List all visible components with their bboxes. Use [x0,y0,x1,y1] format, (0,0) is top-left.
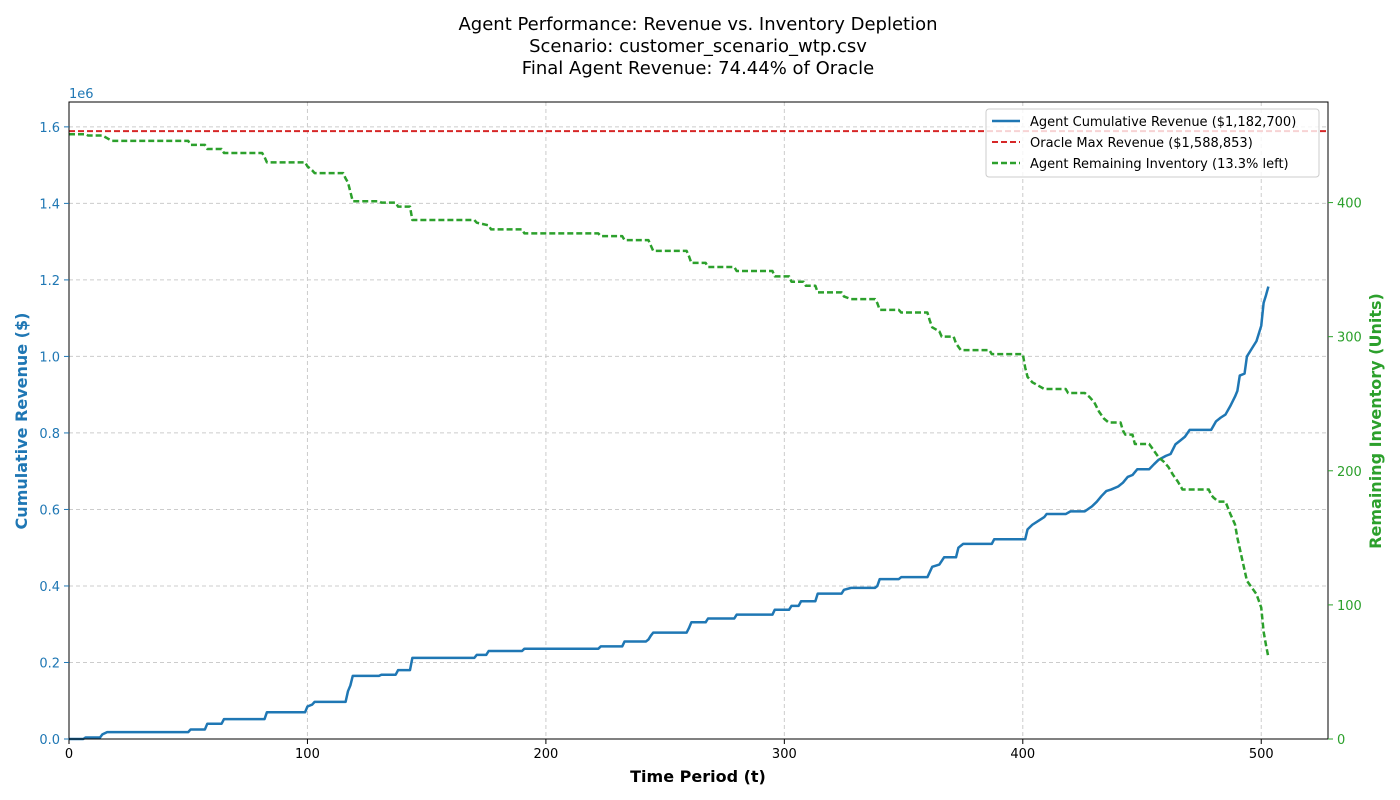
chart-title-line-1: Agent Performance: Revenue vs. Inventory… [458,14,937,35]
y-right-tick-label: 200 [1337,465,1362,480]
y-right-tick-label: 300 [1337,331,1362,346]
x-tick-label: 200 [533,747,558,762]
y-right-tick-label: 100 [1337,599,1362,614]
legend-label-oracle: Oracle Max Revenue ($1,588,853) [1030,136,1253,151]
x-axis: 0 100 200 300 400 500 [65,739,1274,762]
chart-title: Agent Performance: Revenue vs. Inventory… [458,14,937,79]
y-left-tick-label: 1.6 [39,121,60,136]
series-line-revenue [69,286,1270,741]
y-left-tick-label: 0.4 [39,580,60,595]
y-left-axis: 0.0 0.2 0.4 0.6 0.8 1.0 1.2 1.4 1.6 [39,121,69,748]
y-left-axis-label: Cumulative Revenue ($) [12,313,31,530]
x-tick-label: 500 [1249,747,1274,762]
y-right-axis: 0 100 200 300 400 [1328,197,1362,748]
y-left-tick-label: 0.2 [39,656,60,671]
x-tick-label: 0 [65,747,73,762]
y-right-tick-label: 400 [1337,197,1362,212]
x-tick-label: 400 [1010,747,1035,762]
legend-frame [985,108,1320,178]
left-axis-offset-text: 1e6 [69,87,94,102]
legend: Agent Cumulative Revenue ($1,182,700) Or… [985,108,1320,178]
y-left-tick-label: 1.0 [39,350,60,365]
chart-title-line-3: Final Agent Revenue: 74.44% of Oracle [522,58,874,79]
y-left-tick-label: 0.6 [39,503,60,518]
y-left-tick-label: 0.0 [39,733,60,748]
y-left-tick-label: 0.8 [39,427,60,442]
y-left-tick-label: 1.4 [39,197,60,212]
plot-area-frame [68,101,1329,740]
legend-label-revenue: Agent Cumulative Revenue ($1,182,700) [1030,115,1296,130]
x-axis-label: Time Period (t) [630,767,766,786]
y-right-axis-label: Remaining Inventory (Units) [1366,293,1385,549]
y-right-tick-label: 0 [1337,733,1345,748]
x-tick-label: 300 [772,747,797,762]
chart-title-line-2: Scenario: customer_scenario_wtp.csv [529,36,867,57]
x-tick-label: 100 [295,747,320,762]
y-left-tick-label: 1.2 [39,274,60,289]
legend-label-inventory: Agent Remaining Inventory (13.3% left) [1030,157,1289,172]
